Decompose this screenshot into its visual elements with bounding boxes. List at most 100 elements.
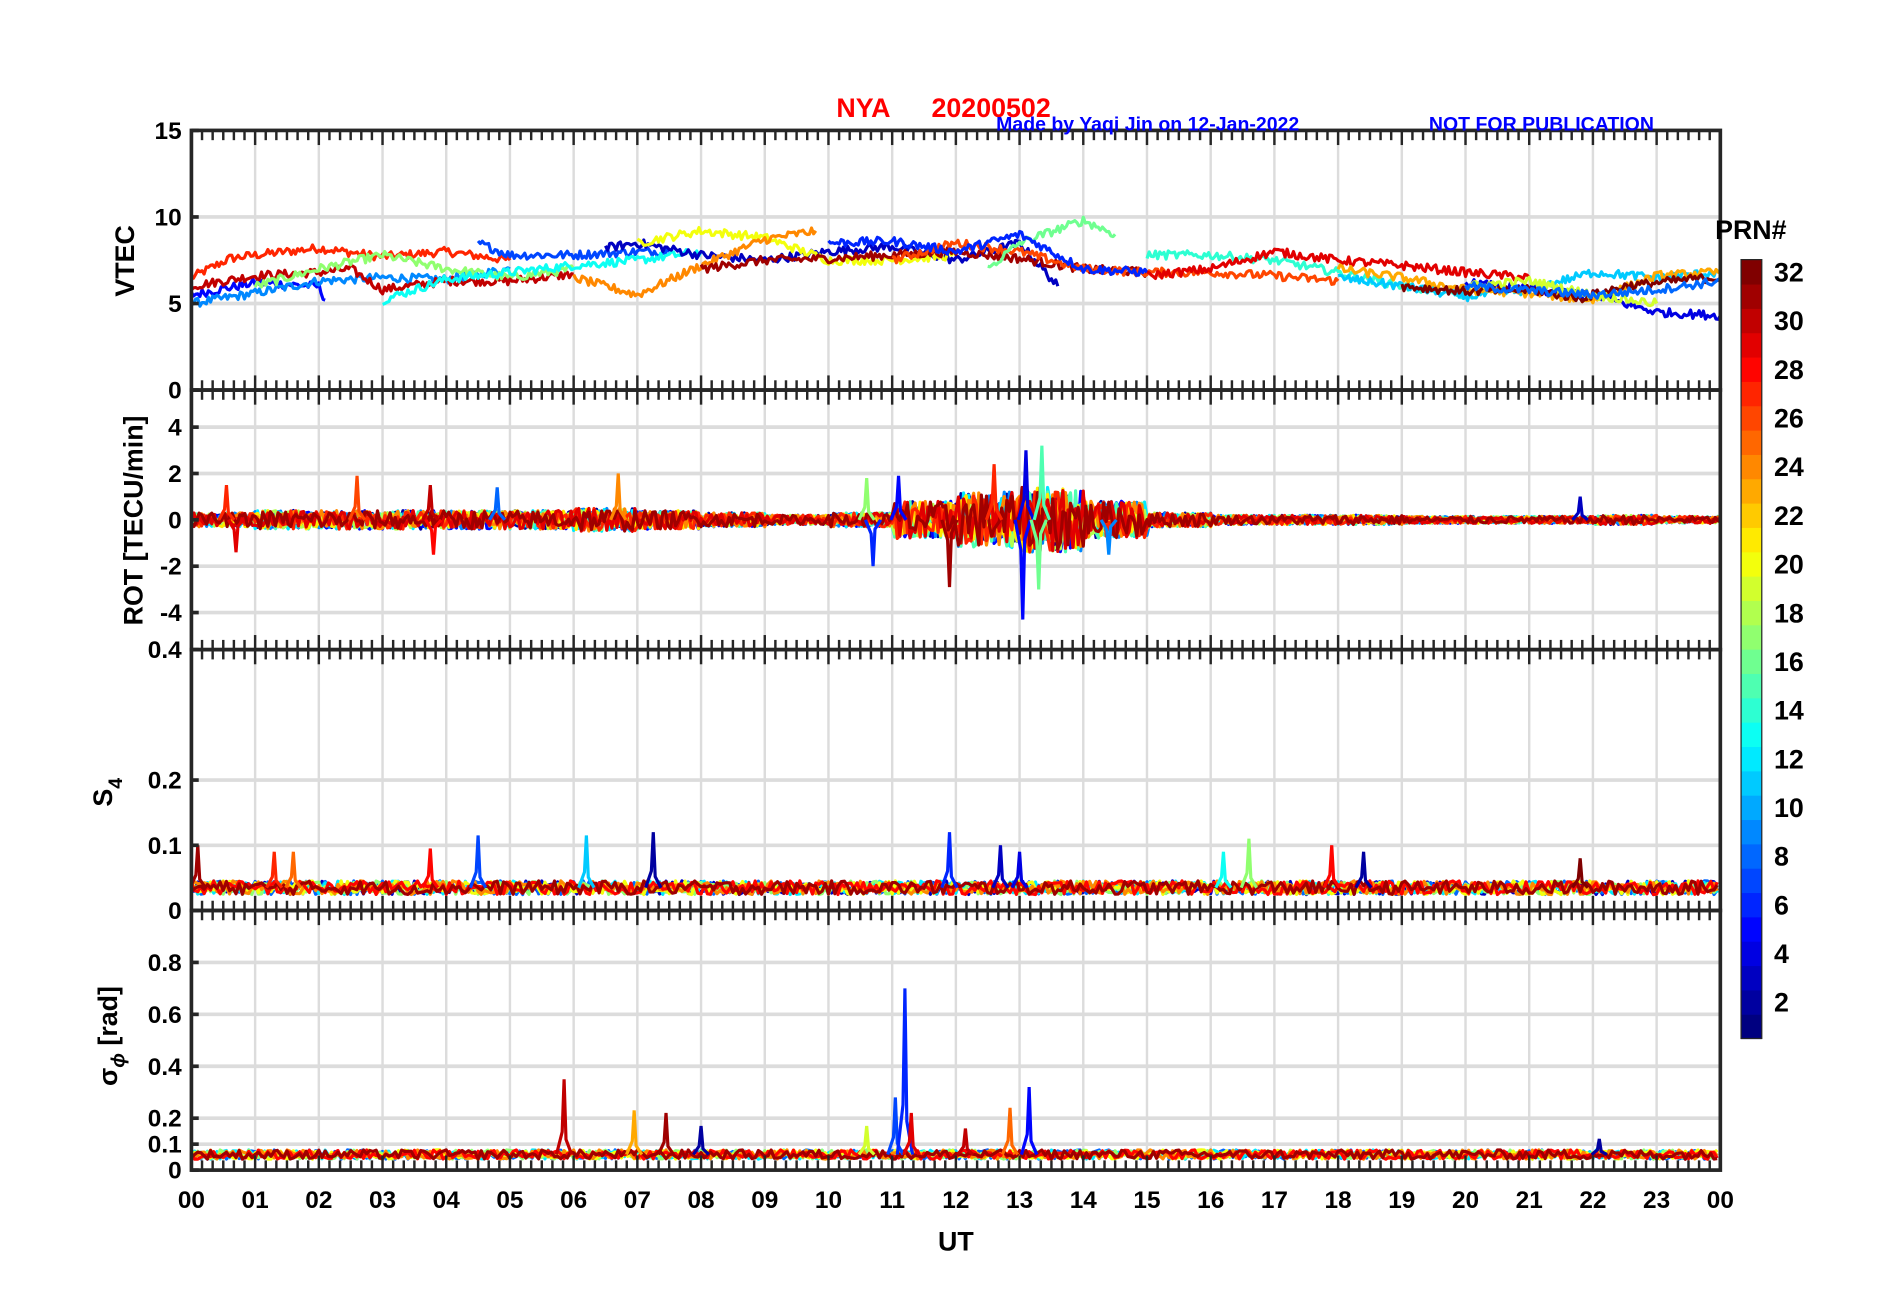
colorbar-swatch bbox=[1741, 381, 1762, 407]
colorbar-swatch bbox=[1741, 259, 1762, 285]
colorbar-tick-label: 12 bbox=[1774, 744, 1804, 774]
y-tick-label: 0 bbox=[168, 507, 182, 534]
x-tick-label: 14 bbox=[1070, 1187, 1098, 1214]
y-label-sigma-phi: σϕ [rad] bbox=[93, 986, 129, 1086]
spike-prn-3 bbox=[991, 845, 1010, 889]
colorbar-swatch bbox=[1741, 283, 1762, 309]
vtec-line-prn-16 bbox=[987, 215, 1117, 269]
s4-label-main: S bbox=[88, 789, 118, 807]
spike-prn-2 bbox=[692, 1125, 710, 1156]
colorbar-swatch bbox=[1741, 308, 1762, 334]
x-axis-label: UT bbox=[938, 1227, 974, 1257]
colorbar-swatch bbox=[1741, 697, 1762, 723]
x-tick-label: 01 bbox=[242, 1187, 269, 1214]
spike-prn-32 bbox=[1571, 858, 1589, 889]
x-tick-label: 17 bbox=[1261, 1187, 1288, 1214]
x-tick-label: 00 bbox=[178, 1187, 205, 1214]
colorbar-tick-label: 20 bbox=[1774, 550, 1804, 580]
spike-prn-31 bbox=[656, 1112, 675, 1156]
y-tick-label: 0 bbox=[168, 378, 182, 405]
spike-prn-26 bbox=[347, 475, 367, 521]
colorbar-swatch bbox=[1741, 576, 1762, 601]
colorbar-swatch bbox=[1741, 405, 1762, 431]
colorbar-tick-label: 2 bbox=[1774, 988, 1789, 1018]
colorbar-swatch bbox=[1741, 1014, 1762, 1040]
x-tick-label: 19 bbox=[1388, 1187, 1415, 1214]
colorbar-swatch bbox=[1741, 989, 1762, 1015]
spike-prn-29 bbox=[227, 518, 245, 553]
x-tick-label: 15 bbox=[1133, 1187, 1160, 1214]
spike-prn-7 bbox=[468, 835, 488, 889]
spike-prn-2 bbox=[1590, 1138, 1608, 1156]
colorbar-tick-label: 26 bbox=[1774, 404, 1804, 434]
colorbar-swatch bbox=[1741, 916, 1762, 942]
spike-prn-2 bbox=[644, 832, 663, 889]
colorbar-swatch bbox=[1741, 649, 1762, 674]
spike-prn-27 bbox=[984, 464, 1004, 521]
sigma-label-main: σ bbox=[93, 1068, 123, 1086]
colorbar-tick-label: 8 bbox=[1774, 842, 1789, 872]
x-tick-label: 21 bbox=[1516, 1187, 1543, 1214]
spike-prn-17 bbox=[1239, 838, 1258, 889]
vtec-line-prn-7 bbox=[476, 239, 671, 261]
axes: 051015-4-202400.10.20.400.10.20.40.60.80… bbox=[148, 118, 1734, 1214]
spike-prn-5 bbox=[1013, 519, 1032, 620]
vtec-line-prn-17 bbox=[253, 249, 575, 289]
vtec-line-prn-8 bbox=[1464, 277, 1721, 300]
colorbar-swatch bbox=[1741, 332, 1762, 358]
panel-vtec-lines bbox=[191, 215, 1721, 321]
colorbar-tick-label: 18 bbox=[1774, 598, 1804, 628]
x-tick-label: 10 bbox=[815, 1187, 842, 1214]
spike-prn-24 bbox=[609, 473, 628, 521]
colorbar-swatch bbox=[1741, 868, 1762, 894]
vtec-line-prn-31 bbox=[699, 246, 1149, 278]
colorbar-swatch bbox=[1741, 527, 1762, 553]
y-tick-label: 0.4 bbox=[148, 637, 182, 664]
credit-text: Made by Yaqi Jin on 12-Jan-2022 bbox=[996, 113, 1299, 135]
vtec-line-prn-27 bbox=[191, 243, 512, 280]
x-tick-label: 07 bbox=[624, 1187, 651, 1214]
vtec-line-prn-30 bbox=[191, 263, 574, 296]
y-label-rot: ROT [TECU/min] bbox=[119, 416, 149, 626]
y-tick-label: 0.2 bbox=[148, 768, 182, 795]
vtec-line-prn-26 bbox=[891, 238, 1340, 286]
panel-s4-lines bbox=[191, 832, 1719, 897]
spike-prn-11 bbox=[577, 835, 596, 889]
colorbar-label: PRN# bbox=[1715, 215, 1787, 245]
rot-line-prn-31 bbox=[191, 485, 1721, 553]
y-tick-label: 15 bbox=[155, 118, 182, 145]
y-label-s4: S4 bbox=[88, 778, 127, 807]
spike-prn-6 bbox=[863, 519, 883, 567]
spike-prn-29 bbox=[902, 1112, 921, 1156]
x-tick-label: 22 bbox=[1579, 1187, 1606, 1214]
title-date: 20200502 bbox=[931, 93, 1050, 123]
x-tick-label: 04 bbox=[433, 1187, 461, 1214]
y-tick-label: 0 bbox=[168, 1158, 182, 1185]
colorbar-swatch bbox=[1741, 551, 1762, 577]
y-tick-label: 4 bbox=[168, 415, 182, 442]
spike-prn-27 bbox=[265, 851, 284, 889]
colorbar-swatch bbox=[1741, 454, 1762, 480]
colorbar-tick-label: 30 bbox=[1774, 306, 1804, 336]
colorbar-tick-label: 14 bbox=[1774, 696, 1804, 726]
y-tick-label: 0 bbox=[168, 898, 182, 925]
y-tick-label: 5 bbox=[168, 291, 182, 318]
sigma-label-sub: ϕ bbox=[107, 1053, 129, 1068]
spike-prn-8 bbox=[488, 487, 507, 521]
panel-rot-lines bbox=[191, 445, 1721, 620]
colorbar-swatch bbox=[1741, 819, 1762, 845]
spike-prn-28 bbox=[424, 518, 443, 555]
colorbar-swatch bbox=[1741, 843, 1762, 869]
x-tick-label: 18 bbox=[1325, 1187, 1352, 1214]
colorbar-swatch bbox=[1741, 600, 1762, 626]
colorbar-swatch bbox=[1741, 624, 1762, 650]
vtec-line-prn-9 bbox=[191, 266, 511, 308]
spike-prn-2 bbox=[1354, 851, 1373, 889]
spike-prn-9 bbox=[1099, 518, 1118, 555]
y-tick-label: 0.1 bbox=[148, 833, 182, 860]
x-tick-label: 06 bbox=[560, 1187, 587, 1214]
spike-prn-27 bbox=[217, 484, 236, 521]
x-tick-label: 20 bbox=[1452, 1187, 1479, 1214]
